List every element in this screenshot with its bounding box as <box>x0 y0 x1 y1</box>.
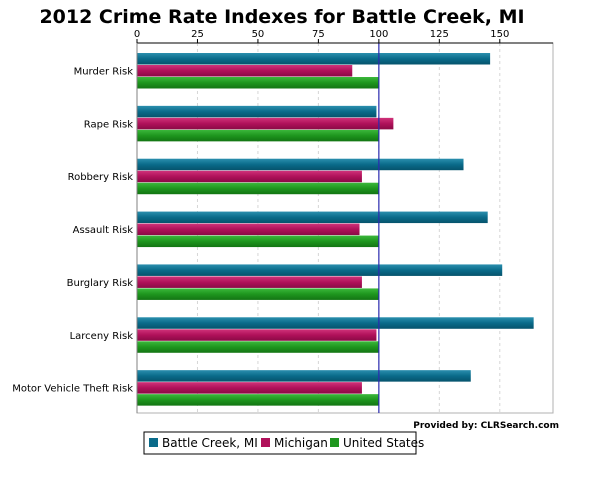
x-tick-label: 100 <box>369 29 388 40</box>
bar-battle-creek-mi-rape-risk <box>137 105 377 118</box>
bar-battle-creek-mi-burglary-risk <box>137 264 503 276</box>
bar-battle-creek-mi-robbery-risk <box>137 158 464 171</box>
category-label: Motor Vehicle Theft Risk <box>12 384 133 395</box>
category-label: Assault Risk <box>73 225 134 236</box>
credit-text: Provided by: CLRSearch.com <box>413 421 559 431</box>
legend-label: Battle Creek, MI <box>162 436 258 450</box>
bar-united-states-assault-risk <box>137 235 379 248</box>
legend-swatch <box>261 438 270 447</box>
bar-united-states-motor-vehicle-theft-risk <box>137 394 379 406</box>
bar-united-states-larceny-risk <box>137 341 379 353</box>
legend-box <box>143 431 417 455</box>
chart-title: 2012 Crime Rate Indexes for Battle Creek… <box>39 6 524 28</box>
bar-united-states-robbery-risk <box>137 182 379 195</box>
bar-united-states-rape-risk <box>137 129 379 142</box>
category-label: Larceny Risk <box>70 331 134 342</box>
x-axis-ticks: 0 25 50 75 100 125 150 <box>134 29 509 43</box>
legend-label: United States <box>343 436 424 450</box>
bar-battle-creek-mi-murder-risk <box>137 53 491 65</box>
legend-swatch <box>330 438 339 447</box>
bars <box>137 53 534 406</box>
bar-united-states-murder-risk <box>137 77 379 89</box>
x-tick-label: 75 <box>312 29 325 40</box>
category-label: Robbery Risk <box>68 172 134 183</box>
bar-michigan-larceny-risk <box>137 329 377 341</box>
bar-michigan-rape-risk <box>137 117 394 130</box>
legend: Battle Creek, MI Michigan United States <box>143 431 424 455</box>
legend-label: Michigan <box>274 436 328 450</box>
x-tick-label: 125 <box>430 29 449 40</box>
category-labels: Murder Risk Rape Risk Robbery Risk Assault … <box>12 67 133 395</box>
category-label: Burglary Risk <box>67 278 134 289</box>
category-label: Murder Risk <box>74 67 134 78</box>
bar-michigan-murder-risk <box>137 65 353 77</box>
bar-michigan-robbery-risk <box>137 170 362 183</box>
x-tick-label: 50 <box>252 29 265 40</box>
x-tick-label: 150 <box>490 29 509 40</box>
bar-michigan-motor-vehicle-theft-risk <box>137 382 362 394</box>
bar-battle-creek-mi-motor-vehicle-theft-risk <box>137 370 471 382</box>
bar-battle-creek-mi-assault-risk <box>137 211 488 224</box>
x-tick-label: 25 <box>191 29 204 40</box>
category-label: Rape Risk <box>84 119 133 130</box>
bar-michigan-burglary-risk <box>137 276 362 288</box>
x-tick-label: 0 <box>134 29 140 40</box>
bar-michigan-assault-risk <box>137 223 360 236</box>
bar-united-states-burglary-risk <box>137 288 379 300</box>
bar-battle-creek-mi-larceny-risk <box>137 317 534 329</box>
legend-swatch <box>149 438 158 447</box>
